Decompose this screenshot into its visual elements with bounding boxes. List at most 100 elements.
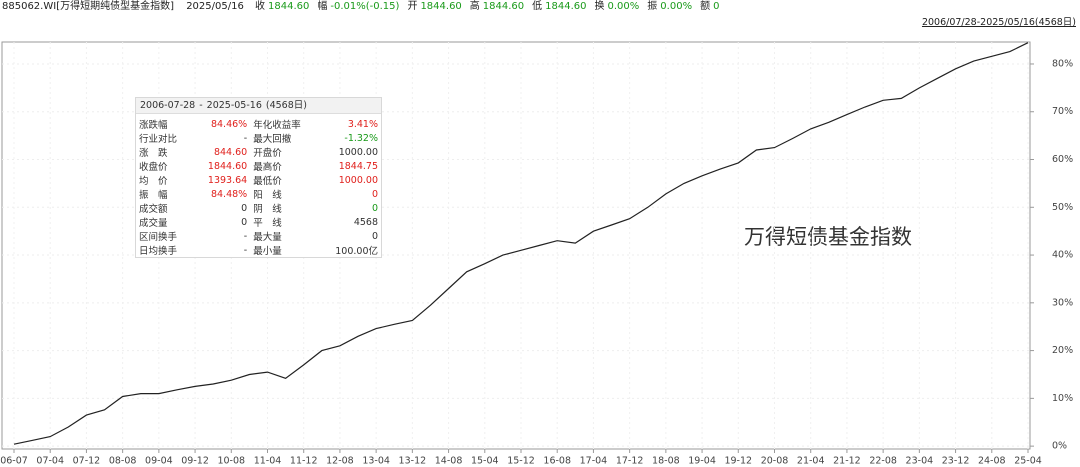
stat-label: 均 价 xyxy=(139,176,168,187)
stats-row: 行业对比 - 最大回撤 -1.32% xyxy=(136,131,381,146)
stats-row: 日均换手 - 最小量 100.00亿 xyxy=(136,243,381,258)
stats-row: 成交量 0 平 线 4568 xyxy=(136,215,381,230)
x-tick-label: 18-08 xyxy=(652,456,680,467)
x-tick-label: 23-12 xyxy=(942,456,970,467)
x-tick-label: 17-12 xyxy=(616,456,644,467)
stats-row: 收盘价 1844.60 最高价 1844.75 xyxy=(136,159,381,174)
y-tick-label: 50% xyxy=(1052,202,1073,213)
x-tick-label: 17-04 xyxy=(580,456,608,467)
x-tick-label: 15-04 xyxy=(471,456,499,467)
y-tick-label: 80% xyxy=(1052,58,1073,69)
quote-value: 0.00% xyxy=(607,1,640,12)
quote-value: 1844.60 xyxy=(545,1,587,12)
x-tick-label: 24-08 xyxy=(978,456,1006,467)
chart-annotation: 万得短债基金指数 xyxy=(744,225,912,249)
quote-label: 振 xyxy=(647,1,658,12)
x-tick-label: 10-08 xyxy=(217,456,245,467)
quote-value: 0.00% xyxy=(660,1,693,12)
stats-table: 涨跌幅 84.46% 年化收益率 3.41% 行业对比 - 最大回撤 -1.32% 涨 跌 844… xyxy=(136,117,381,258)
stat-label: 收盘价 xyxy=(139,162,168,173)
days: (4568日) xyxy=(265,100,307,111)
x-tick-label: 14-08 xyxy=(435,456,463,467)
stat-value: 84.46% xyxy=(210,118,248,130)
stat-label: 阳 线 xyxy=(253,190,282,201)
y-tick-label: 10% xyxy=(1052,393,1073,404)
y-tick-label: 60% xyxy=(1052,154,1073,165)
stat-value: 0 xyxy=(241,216,248,228)
stat-value: 0 xyxy=(371,202,378,214)
quote-value: 1844.60 xyxy=(268,1,310,12)
x-tick-label: 06-07 xyxy=(0,456,28,467)
stats-row: 区间换手 - 最大量 0 xyxy=(136,229,381,244)
stats-row: 涨跌幅 84.46% 年化收益率 3.41% xyxy=(136,117,381,132)
stat-value: 1393.64 xyxy=(207,174,248,186)
x-tick-label: 23-04 xyxy=(906,456,934,467)
sep: - xyxy=(199,100,203,111)
quote-label: 高 xyxy=(469,1,480,12)
stats-row: 涨 跌 844.60 开盘价 1000.00 xyxy=(136,145,381,160)
info-panel: 2006-07-28-2025-05-16 (4568日) 涨跌幅 84.46% 年化… xyxy=(135,97,382,258)
quote-label: 收 xyxy=(255,1,266,12)
stats-row: 均 价 1393.64 最低价 1000.00 xyxy=(136,173,381,188)
stat-label: 成交量 xyxy=(139,218,168,229)
stat-value: -1.32% xyxy=(344,132,378,144)
stats-row: 成交额 0 阴 线 0 xyxy=(136,201,381,216)
stat-value: 0 xyxy=(371,230,378,242)
end-date[interactable]: 2025-05-16 xyxy=(206,100,262,111)
stat-value: 0 xyxy=(241,202,248,214)
stats-row: 振 幅 84.48% 阳 线 0 xyxy=(136,187,381,202)
x-tick-label: 15-12 xyxy=(507,456,535,467)
x-tick-label: 13-04 xyxy=(362,456,390,467)
panel-header: 2006-07-28-2025-05-16 (4568日) xyxy=(136,98,381,114)
index-line xyxy=(13,42,1029,445)
quote-value: 1844.60 xyxy=(420,1,462,12)
quote-value: -0.01%(-0.15) xyxy=(330,1,400,12)
x-tick-label: 21-04 xyxy=(797,456,825,467)
stat-label: 成交额 xyxy=(139,204,168,215)
stat-value: 4568 xyxy=(353,216,378,228)
x-tick-label: 20-08 xyxy=(761,456,789,467)
stat-value: 1000.00 xyxy=(338,146,378,158)
date: 2025/05/16 xyxy=(186,1,244,12)
range-link[interactable]: 2006/07/28-2025/05/16(4568日) xyxy=(921,17,1076,28)
y-tick-label: 70% xyxy=(1052,106,1073,117)
stat-label: 涨跌幅 xyxy=(139,120,168,131)
quote-label: 额 xyxy=(700,1,711,12)
x-tick-label: 09-12 xyxy=(181,456,209,467)
y-tick-label: 40% xyxy=(1052,250,1073,261)
quote-label: 幅 xyxy=(317,1,328,12)
stat-label: 日均换手 xyxy=(139,246,178,257)
stat-label: 最大量 xyxy=(253,232,282,243)
stat-value: 100.00亿 xyxy=(335,246,378,257)
x-tick-label: 07-04 xyxy=(36,456,64,467)
x-tick-label: 13-12 xyxy=(399,456,427,467)
stat-label: 行业对比 xyxy=(139,134,178,145)
stat-label: 区间换手 xyxy=(139,232,178,243)
stat-value: 1000.00 xyxy=(338,174,378,186)
stat-value: 84.48% xyxy=(210,188,248,200)
x-tick-label: 07-12 xyxy=(73,456,101,467)
stat-label: 最大回撤 xyxy=(253,134,292,145)
quote-label: 开 xyxy=(407,1,418,12)
stat-label: 年化收益率 xyxy=(253,120,301,131)
start-date[interactable]: 2006-07-28 xyxy=(140,100,196,111)
x-tick-label: 21-12 xyxy=(833,456,861,467)
quote-bar: 885062.WI[万得短期纯债型基金指数] 2025/05/16 收 1844.… xyxy=(2,0,727,14)
stat-label: 平 线 xyxy=(253,218,282,229)
stat-value: 3.41% xyxy=(347,118,378,130)
x-tick-label: 08-08 xyxy=(109,456,137,467)
stat-label: 最高价 xyxy=(253,162,282,173)
stat-label: 最低价 xyxy=(253,176,282,187)
stat-label: 最小量 xyxy=(253,246,282,257)
x-tick-label: 16-08 xyxy=(543,456,571,467)
code: 885062.WI[万得短期纯债型基金指数] xyxy=(2,1,174,12)
stat-value: - xyxy=(243,230,248,242)
x-tick-label: 09-04 xyxy=(145,456,173,467)
stat-label: 振 幅 xyxy=(139,190,168,201)
stat-value: 844.60 xyxy=(213,146,248,158)
stat-value: - xyxy=(243,132,248,144)
quote-value: 1844.60 xyxy=(482,1,525,12)
x-tick-label: 19-12 xyxy=(724,456,752,467)
stat-value: 1844.60 xyxy=(207,160,248,172)
